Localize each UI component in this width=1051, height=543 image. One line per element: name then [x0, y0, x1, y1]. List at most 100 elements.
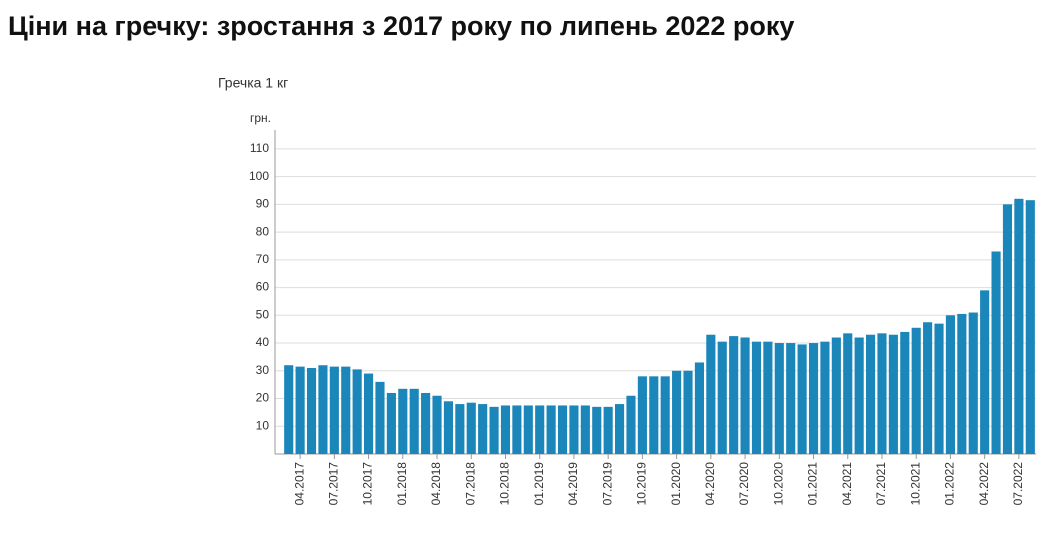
bar	[500, 405, 511, 454]
chart-subtitle: Гречка 1 кг	[218, 75, 288, 91]
y-tick-label: 100	[249, 169, 269, 183]
y-tick-label: 30	[256, 363, 270, 377]
y-tick-label: 80	[256, 224, 270, 238]
bar	[466, 402, 476, 454]
bar	[489, 406, 499, 454]
bar	[455, 404, 465, 454]
x-tick-label: 01.2019	[532, 462, 546, 506]
bar	[626, 395, 636, 454]
bar	[512, 405, 522, 454]
bar	[740, 337, 750, 454]
x-tick-label: 01.2020	[669, 462, 683, 506]
bar	[934, 323, 944, 454]
bar	[580, 405, 590, 454]
bar	[831, 337, 841, 454]
x-tick-label: 10.2020	[771, 462, 785, 506]
bar	[341, 366, 351, 454]
bar	[421, 392, 431, 454]
bar	[945, 315, 955, 454]
bar	[535, 405, 545, 454]
chart-title: Ціни на гречку: зростання з 2017 року по…	[8, 11, 794, 41]
bar	[443, 401, 453, 454]
bar	[786, 343, 796, 454]
x-tick-label: 04.2019	[566, 462, 580, 506]
bar	[763, 341, 773, 454]
bar	[398, 388, 408, 454]
bar	[866, 334, 876, 454]
bar	[843, 333, 853, 454]
x-tick-label: 07.2019	[600, 462, 614, 506]
bar	[306, 368, 317, 454]
x-tick-label: 07.2020	[737, 462, 751, 506]
bar	[352, 369, 362, 454]
x-tick-label: 10.2019	[635, 462, 649, 506]
bar	[523, 405, 533, 454]
bar	[968, 312, 978, 454]
x-tick-label: 04.2017	[292, 462, 306, 506]
bar	[706, 334, 716, 454]
bar	[672, 370, 682, 454]
bar	[329, 366, 339, 454]
bar	[615, 404, 625, 454]
y-tick-label: 10	[256, 418, 270, 432]
y-axis-label: грн.	[250, 111, 271, 125]
bar	[911, 327, 921, 454]
x-tick-label: 01.2022	[943, 462, 957, 506]
x-tick-label: 04.2020	[703, 462, 717, 506]
bar	[592, 406, 602, 454]
x-tick-label: 04.2018	[429, 462, 443, 506]
bar	[1002, 204, 1013, 454]
bar	[854, 337, 864, 454]
bar	[569, 405, 579, 454]
bar	[900, 331, 910, 454]
bar	[774, 343, 784, 454]
bar	[1014, 198, 1024, 454]
y-tick-label: 20	[256, 391, 270, 405]
x-tick-label: 01.2018	[395, 462, 409, 506]
bar	[923, 322, 933, 454]
y-tick-label: 110	[250, 141, 269, 155]
bar	[649, 376, 659, 454]
bar	[751, 341, 762, 454]
bar	[284, 365, 294, 454]
bar	[660, 376, 670, 454]
y-tick-label: 70	[256, 252, 270, 266]
y-tick-label: 40	[256, 335, 270, 349]
bar	[683, 370, 693, 454]
bar	[637, 376, 647, 454]
y-tick-label: 60	[256, 280, 270, 294]
bar	[957, 313, 967, 454]
bar	[877, 333, 887, 454]
bar	[603, 406, 613, 454]
x-tick-label: 04.2022	[977, 462, 991, 506]
x-tick-label: 10.2017	[361, 462, 375, 506]
y-tick-label: 50	[256, 307, 270, 321]
x-tick-label: 07.2021	[874, 462, 888, 506]
bar	[546, 405, 556, 454]
bar	[1025, 200, 1035, 454]
bar	[375, 381, 385, 454]
bar	[318, 365, 328, 454]
bar	[409, 388, 419, 454]
bar	[364, 373, 374, 454]
x-tick-label: 10.2018	[498, 462, 512, 506]
bar	[729, 336, 739, 454]
bar	[808, 343, 819, 454]
bar	[991, 251, 1001, 454]
bar	[717, 341, 727, 454]
y-tick-label: 90	[256, 197, 270, 211]
bar	[386, 392, 396, 454]
x-tick-label: 04.2021	[840, 462, 854, 506]
x-tick-label: 01.2021	[806, 462, 820, 506]
bar	[478, 404, 488, 454]
bar	[295, 366, 305, 454]
x-tick-label: 07.2017	[327, 462, 341, 506]
bar	[980, 290, 990, 454]
bar	[694, 362, 704, 454]
x-tick-label: 07.2018	[463, 462, 477, 506]
bar	[557, 405, 568, 454]
x-tick-label: 07.2022	[1011, 462, 1025, 506]
bar	[820, 341, 830, 454]
bar	[888, 334, 898, 454]
